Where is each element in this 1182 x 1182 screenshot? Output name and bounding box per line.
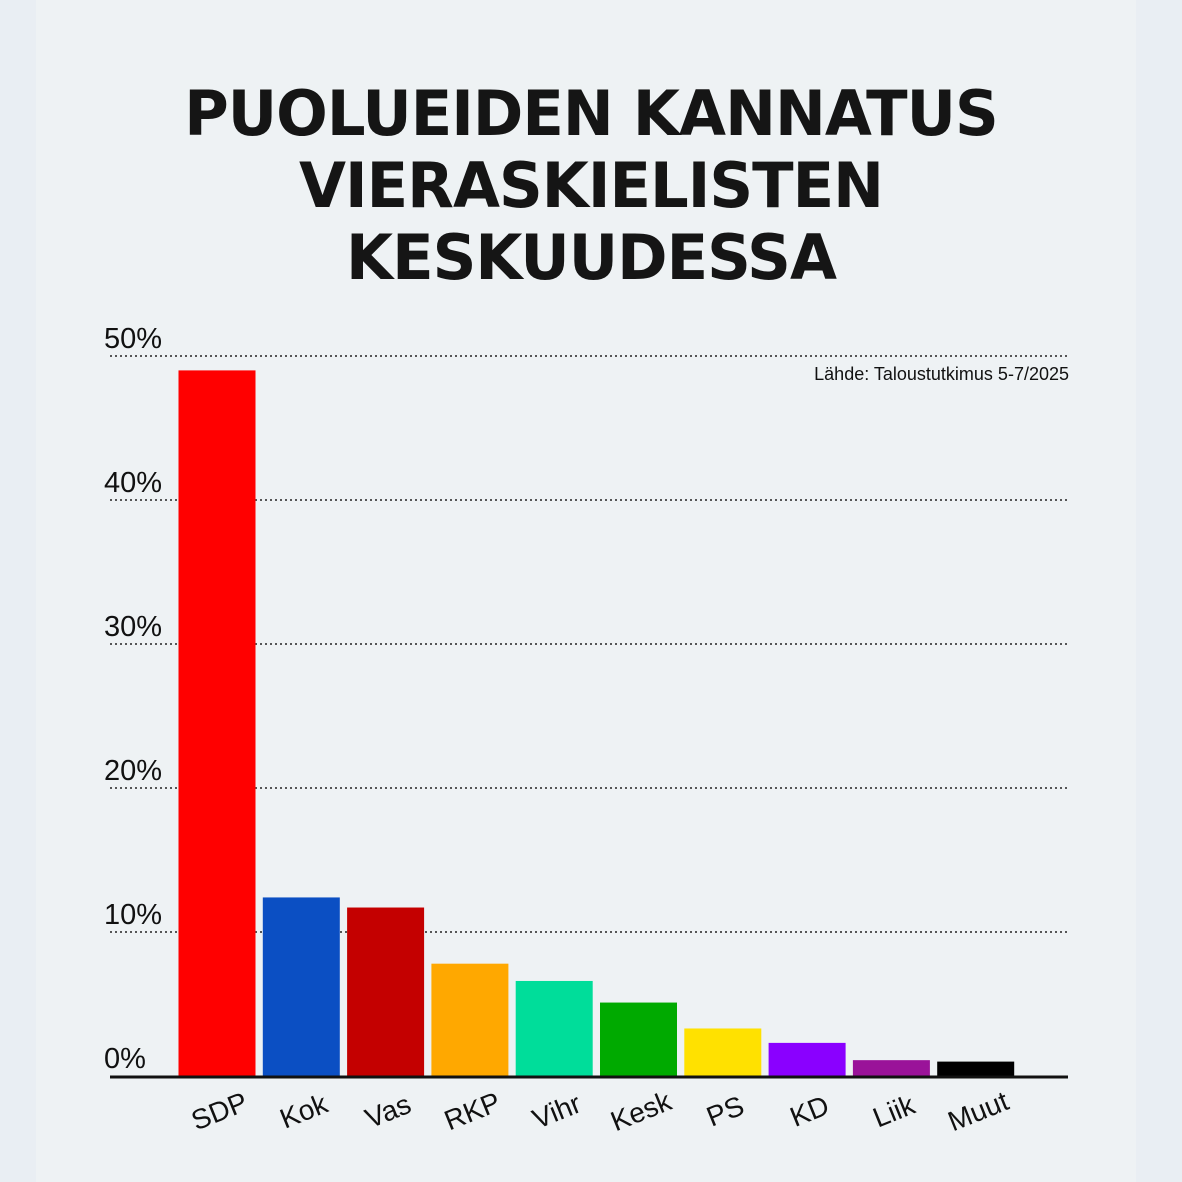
x-category-label: RKP: [440, 1086, 505, 1136]
x-category-label: Vas: [361, 1088, 415, 1134]
bars: [178, 370, 1015, 1076]
source-note: Lähde: Taloustutkimus 5-7/2025: [814, 364, 1069, 384]
x-category-label: KD: [786, 1090, 834, 1133]
chart-title: PUOLUEIDEN KANNATUS VIERASKIELISTEN KESK…: [12, 78, 1170, 294]
x-category-label: Liik: [869, 1089, 920, 1134]
y-tick-label: 0%: [104, 1043, 146, 1075]
bar-kd: [768, 1042, 846, 1076]
bar-vihr: [515, 980, 593, 1076]
title-line-3: KESKUUDESSA: [345, 221, 837, 294]
bar-vas: [347, 907, 425, 1076]
bar-kok: [262, 897, 340, 1076]
x-category-label: PS: [702, 1090, 748, 1133]
bar-liik: [852, 1060, 930, 1076]
bar-rkp: [431, 963, 509, 1076]
bar-sdp: [178, 370, 256, 1076]
bar-kesk: [600, 1002, 677, 1076]
title-line-1: PUOLUEIDEN KANNATUS: [184, 77, 998, 150]
y-tick-label: 30%: [104, 611, 162, 643]
y-tick-label: 10%: [104, 899, 162, 931]
y-tick-label: 20%: [104, 755, 162, 787]
x-category-label: Muut: [943, 1085, 1013, 1137]
x-category-labels: SDP Kok Vas RKP Vihr Kesk PS KD Liik Muut: [187, 1085, 1013, 1137]
y-tick-labels: 0% 10% 20% 30% 40% 50%: [104, 323, 162, 1075]
y-tick-label: 50%: [104, 323, 162, 355]
bar-ps: [684, 1028, 762, 1076]
y-tick-label: 40%: [104, 467, 162, 499]
x-category-label: Kok: [276, 1087, 333, 1134]
title-line-2: VIERASKIELISTEN: [298, 149, 884, 222]
x-category-label: Kesk: [606, 1085, 676, 1137]
bar-muut: [937, 1061, 1015, 1076]
x-category-label: Vihr: [528, 1088, 585, 1135]
x-category-label: SDP: [187, 1086, 252, 1136]
